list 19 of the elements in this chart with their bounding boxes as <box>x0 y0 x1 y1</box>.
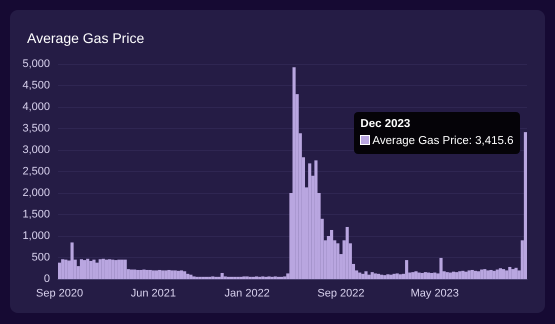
y-tick-label: 4,500 <box>22 80 50 92</box>
y-tick-label: 2,500 <box>22 166 50 178</box>
x-tick-label: Jun 2021 <box>130 288 176 300</box>
y-tick-label: 2,000 <box>22 187 50 199</box>
y-tick-label: 1,000 <box>22 230 50 242</box>
x-tick-label: May 2023 <box>410 288 459 300</box>
x-tick-label: Jan 2022 <box>224 288 270 300</box>
annotation: Dec 2023 <box>360 117 412 132</box>
y-tick-label: 5,000 <box>22 58 50 70</box>
y-tick-label: 1,500 <box>22 208 50 220</box>
annotation: Average Gas Price: 3,415.6 <box>371 134 514 150</box>
x-tick-label: Sep 2022 <box>317 288 365 300</box>
y-tick-label: 3,500 <box>22 122 50 134</box>
y-tick-label: 0 <box>44 273 50 285</box>
y-tick-label: 4,000 <box>22 101 50 113</box>
x-tick-label: Sep 2020 <box>36 288 84 300</box>
chart-title: Average Gas Price <box>27 30 144 46</box>
y-tick-label: 3,000 <box>22 144 50 156</box>
y-tick-label: 500 <box>32 252 50 264</box>
